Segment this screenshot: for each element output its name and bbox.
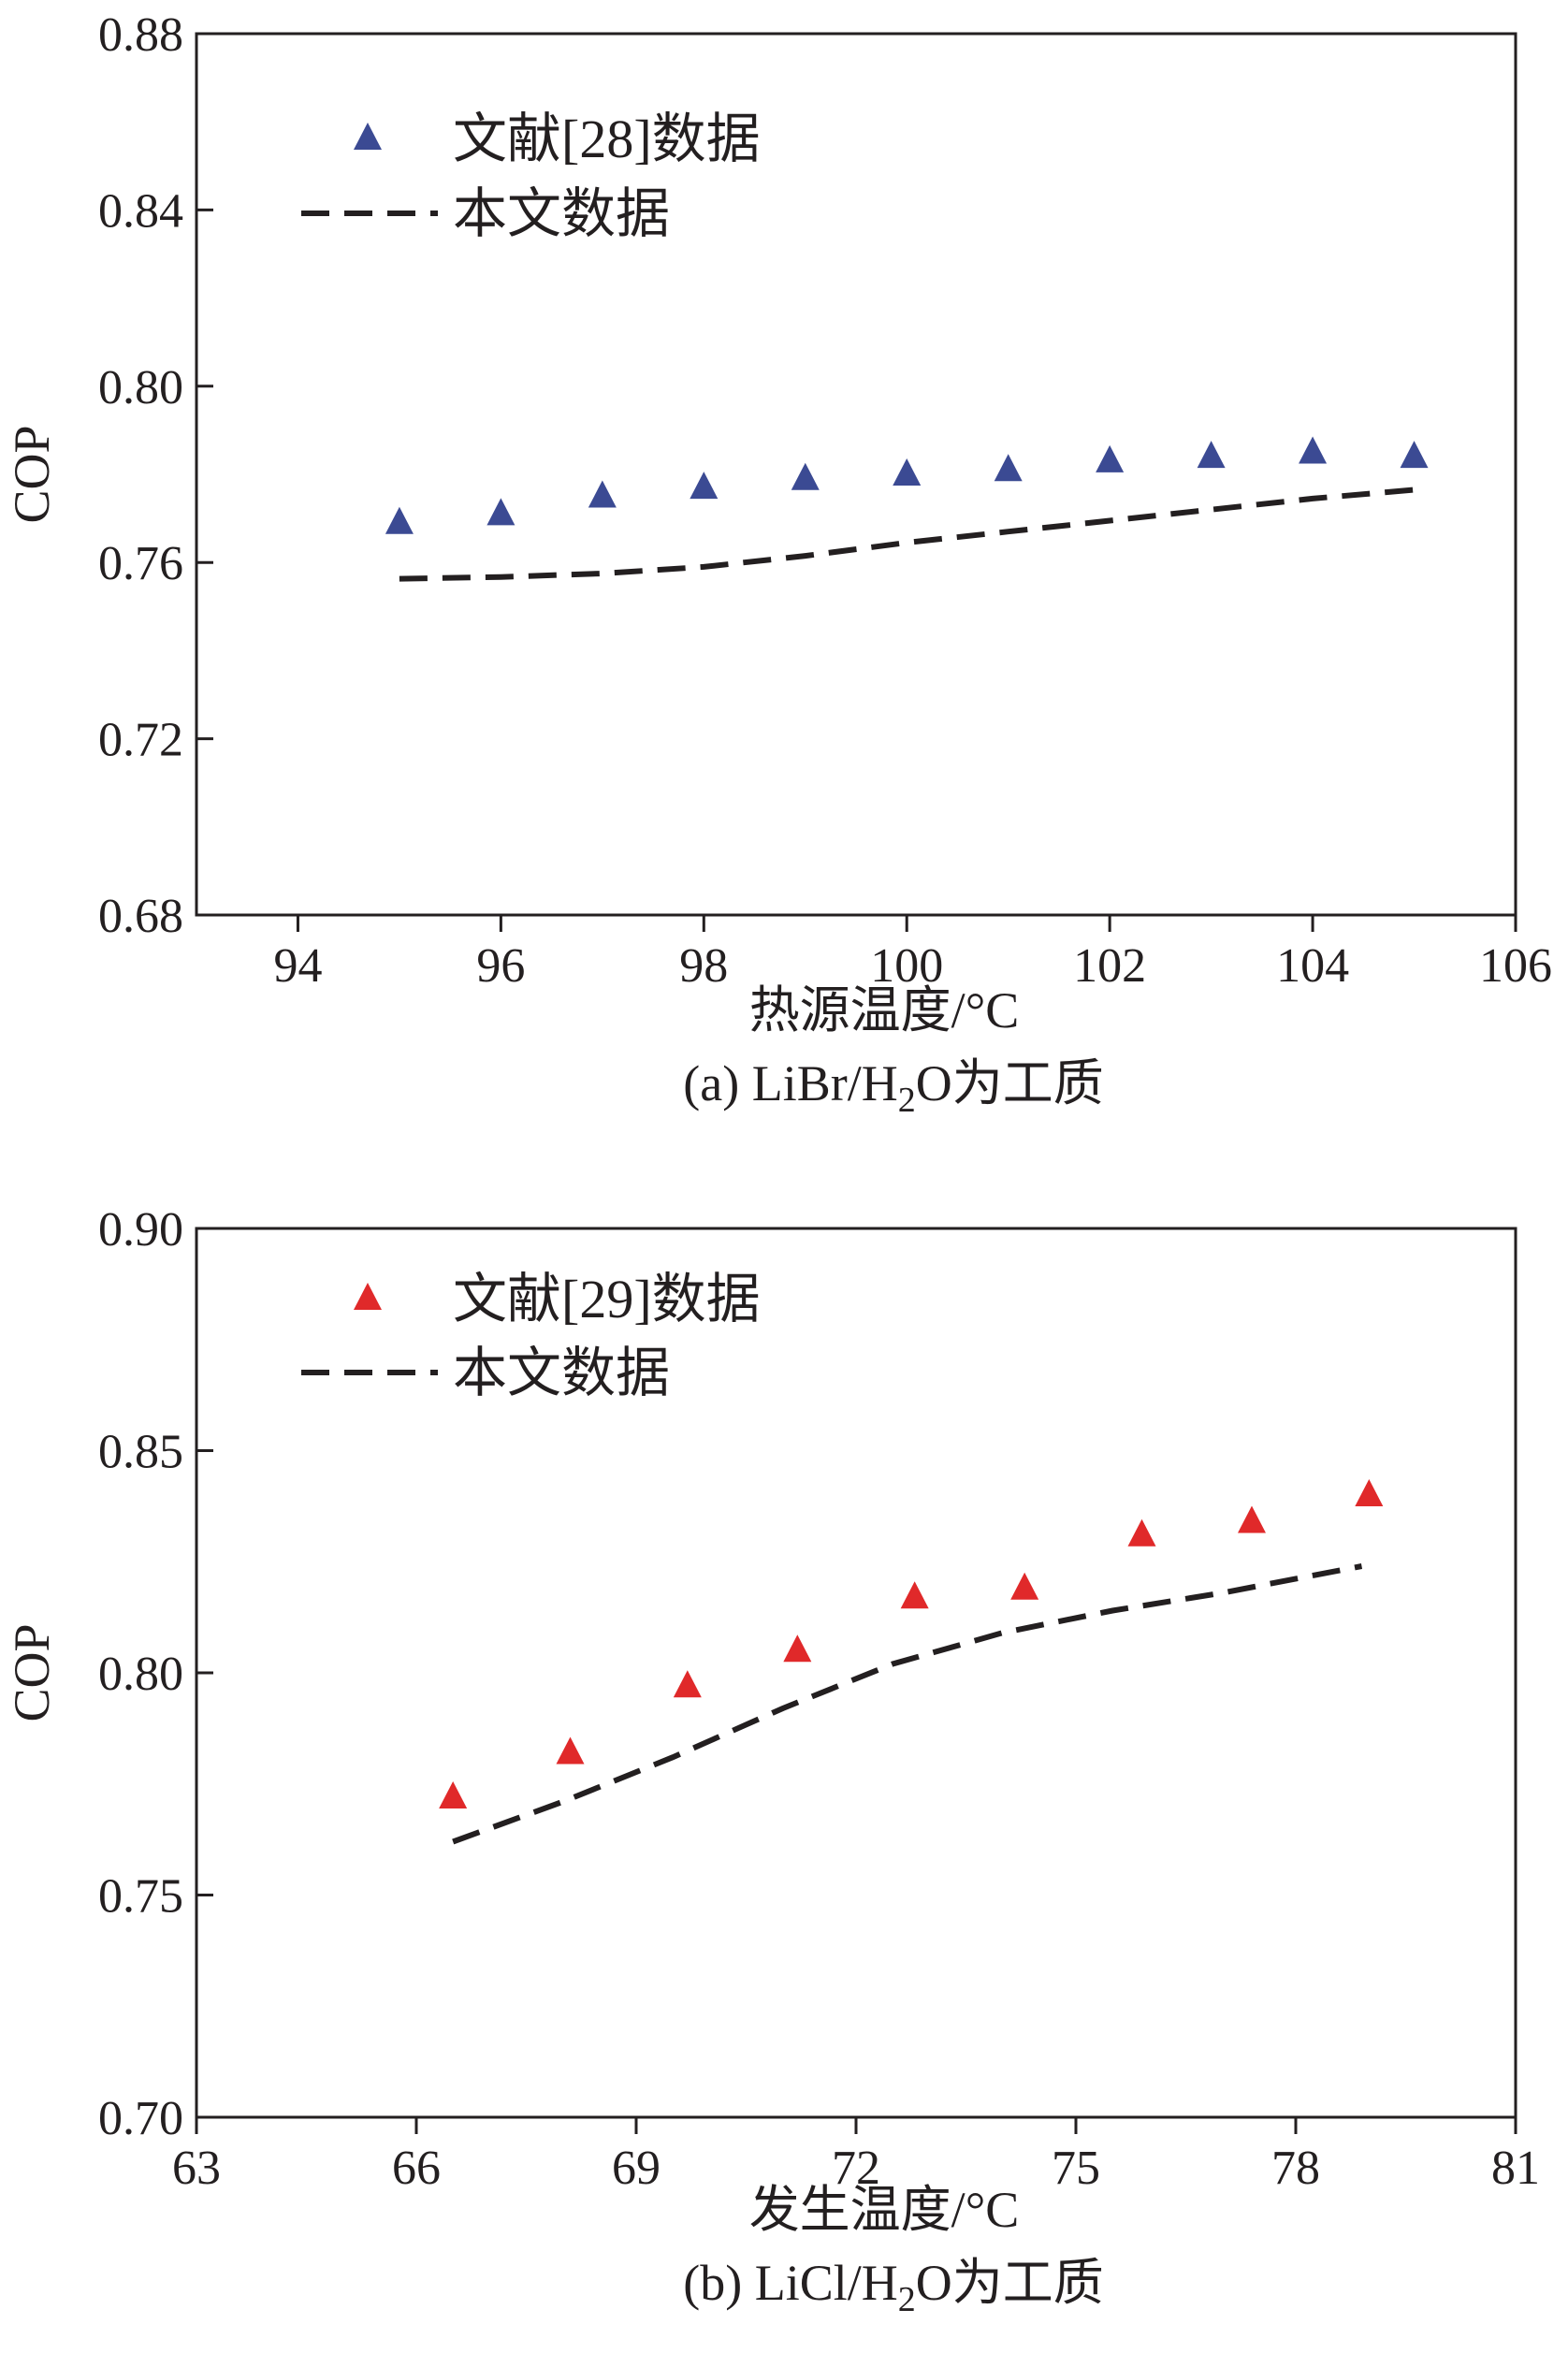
y-axis-label: COP [4, 425, 60, 523]
legend-label: 文献[28]数据 [453, 109, 761, 169]
x-tick-label: 98 [679, 939, 728, 993]
data-point-triangle [791, 462, 820, 490]
data-point-triangle [1238, 1505, 1266, 1533]
data-point-triangle [783, 1634, 812, 1663]
series-line-this-work [452, 1563, 1363, 1845]
data-point-triangle [588, 480, 617, 508]
chart-panel-a: 94 96 98 100 102 104 106 0.68 0.72 0.76 0.80 0.84 0.… [4, 8, 1552, 1120]
legend-label: 本文数据 [453, 1343, 670, 1403]
data-point-triangle [1010, 1572, 1039, 1600]
y-tick-label: 0.75 [98, 1870, 183, 1924]
data-point-triangle [1197, 441, 1226, 469]
series-line-this-work [399, 487, 1415, 582]
caption-prefix: (b) LiCl/H [683, 2255, 897, 2311]
caption-suffix: O为工质 [916, 1055, 1104, 1111]
y-tick-label: 0.70 [98, 2092, 183, 2145]
y-tick-label: 0.76 [98, 537, 183, 590]
x-axis-label: 发生温度/°C [749, 2182, 1020, 2238]
x-tick-label: 106 [1479, 939, 1552, 993]
x-tick-label: 75 [1052, 2142, 1100, 2195]
y-tick-label: 0.88 [98, 8, 183, 62]
y-tick-label: 0.90 [98, 1203, 183, 1256]
data-point-triangle [673, 1670, 702, 1698]
legend-marker-triangle [354, 123, 382, 150]
x-tick-label: 94 [273, 939, 322, 993]
data-point-triangle [900, 1581, 929, 1609]
legend-label: 本文数据 [453, 183, 670, 244]
x-tick-label: 72 [832, 2142, 880, 2195]
y-axis-label: COP [4, 1623, 60, 1721]
data-point-triangle [1400, 441, 1429, 469]
y-tick-label: 0.68 [98, 890, 183, 943]
y-tick-label: 0.80 [98, 1648, 183, 1701]
x-tick-label: 104 [1276, 939, 1349, 993]
chart-panel-b: 63 66 69 72 75 78 81 0.70 0.75 0.80 0.85 0.90 发生温度/°… [4, 1203, 1540, 2319]
x-tick-label: 102 [1073, 939, 1146, 993]
data-point-triangle [1096, 444, 1125, 472]
y-tick-label: 0.80 [98, 361, 183, 414]
x-tick-label: 81 [1491, 2142, 1540, 2195]
data-point-triangle [1127, 1518, 1156, 1547]
x-tick-label: 78 [1271, 2142, 1320, 2195]
x-tick-label: 66 [392, 2142, 441, 2195]
x-axis-label: 热源温度/°C [749, 982, 1020, 1039]
x-tick-label: 96 [476, 939, 525, 993]
plot-frame [195, 1227, 1517, 2119]
y-tick-label: 0.84 [98, 184, 183, 238]
data-point-triangle [1299, 436, 1328, 464]
x-tick-label: 69 [612, 2142, 661, 2195]
data-point-triangle [439, 1781, 468, 1808]
x-tick-label: 63 [172, 2142, 221, 2195]
plot-frame [195, 32, 1517, 917]
data-point-triangle [893, 458, 922, 486]
panel-caption: (a) LiBr/H2O为工质 [683, 1055, 1103, 1120]
data-point-triangle [1355, 1479, 1384, 1506]
legend-label: 文献[29]数据 [453, 1269, 761, 1329]
x-tick-label: 100 [870, 939, 943, 993]
data-point-triangle [486, 498, 515, 526]
panel-caption: (b) LiCl/H2O为工质 [683, 2255, 1103, 2319]
y-tick-label: 0.72 [98, 714, 183, 767]
y-tick-label: 0.85 [98, 1426, 183, 1479]
caption-prefix: (a) LiBr/H [683, 1055, 897, 1111]
legend-marker-triangle [354, 1283, 382, 1310]
caption-subscript: 2 [898, 2280, 916, 2319]
data-point-triangle [994, 454, 1023, 482]
caption-subscript: 2 [898, 1081, 916, 1120]
data-point-triangle [690, 472, 719, 500]
caption-suffix: O为工质 [916, 2255, 1104, 2311]
data-point-triangle [385, 506, 414, 534]
data-point-triangle [556, 1736, 585, 1765]
